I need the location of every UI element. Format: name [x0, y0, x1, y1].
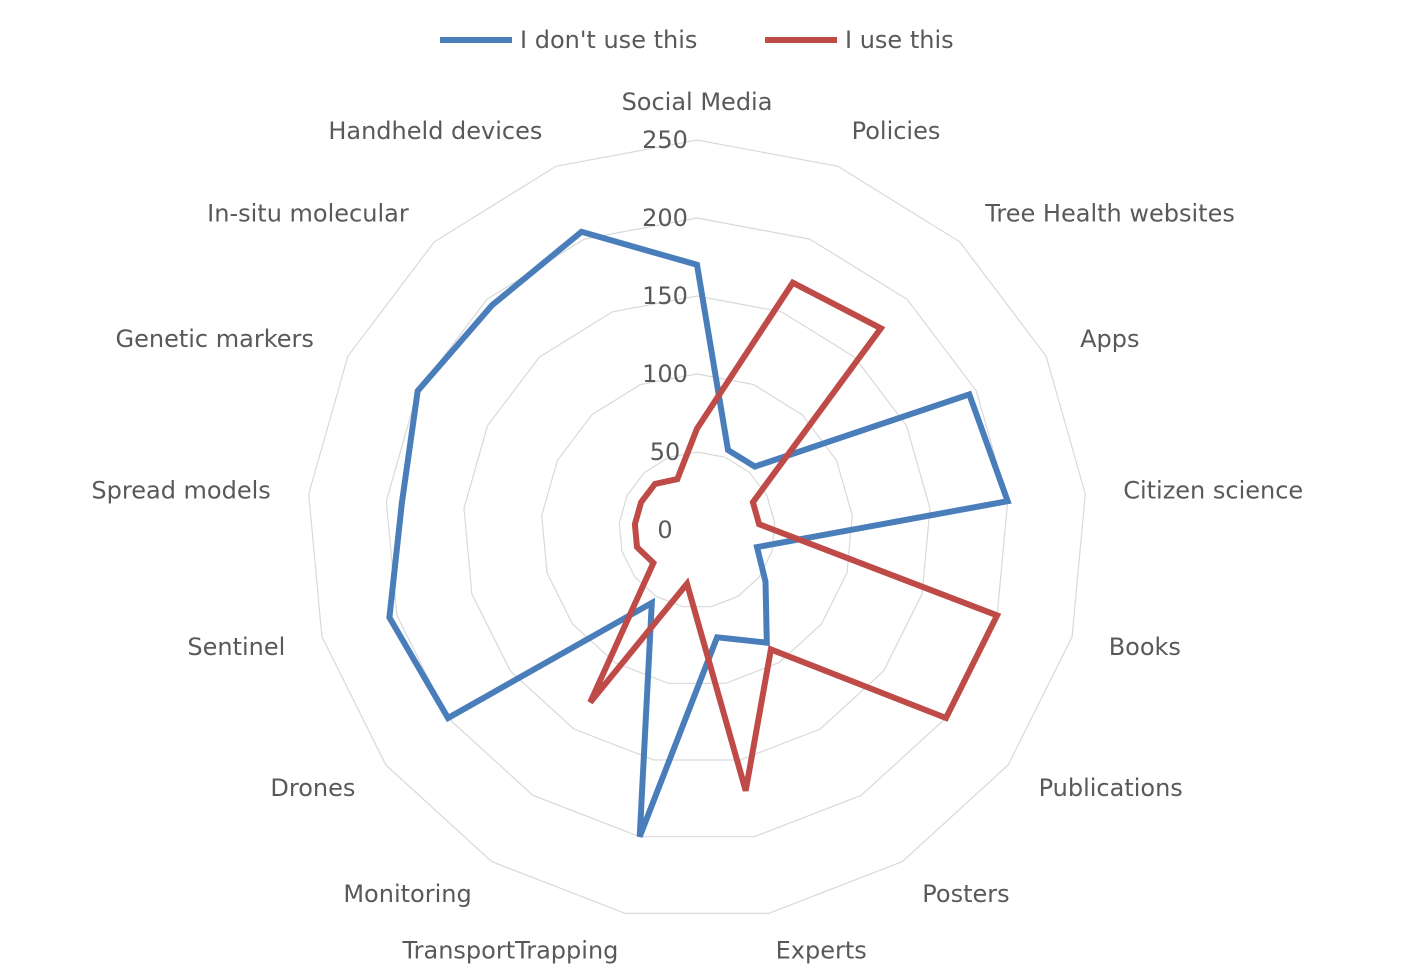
legend: I don't use this I use this: [440, 26, 954, 54]
axis-label: Apps: [1080, 325, 1139, 353]
axis-labels: Social Media Policies Tree Health websites…: [91, 88, 1303, 965]
axis-label: Books: [1109, 633, 1181, 661]
axis-label: Spread models: [91, 477, 270, 505]
series-line-use: [587, 278, 1002, 792]
axis-label: Citizen science: [1123, 477, 1303, 505]
axis-label: Experts: [776, 937, 867, 965]
axis-label: Posters: [922, 880, 1009, 908]
series-lines: [386, 228, 1012, 838]
tick-label: 250: [642, 126, 688, 154]
radial-tick-labels: 0 50 100 150 200 250: [642, 126, 688, 544]
grid-ring: [308, 139, 1086, 915]
legend-label: I use this: [845, 26, 954, 54]
axis-label: In-situ molecular: [207, 200, 409, 228]
axis-label: Genetic markers: [116, 325, 314, 353]
grid: [308, 139, 1086, 915]
grid-ring: [463, 295, 931, 761]
tick-label: 150: [642, 282, 688, 310]
series-line-dont-use: [386, 228, 1012, 838]
grid-ring: [385, 217, 1009, 838]
axis-label: Social Media: [622, 88, 773, 116]
axis-label: Policies: [852, 117, 941, 145]
tick-label: 0: [657, 516, 672, 544]
axis-label: TransportTrapping: [401, 937, 618, 965]
axis-label: Sentinel: [187, 633, 285, 661]
axis-label: Monitoring: [343, 880, 471, 908]
tick-label: 50: [650, 438, 681, 466]
axis-label: Handheld devices: [328, 117, 542, 145]
tick-label: 200: [642, 204, 688, 232]
axis-label: Drones: [270, 774, 355, 802]
legend-label: I don't use this: [520, 26, 697, 54]
tick-label: 100: [642, 360, 688, 388]
axis-label: Publications: [1039, 774, 1183, 802]
axis-label: Tree Health websites: [984, 200, 1235, 228]
